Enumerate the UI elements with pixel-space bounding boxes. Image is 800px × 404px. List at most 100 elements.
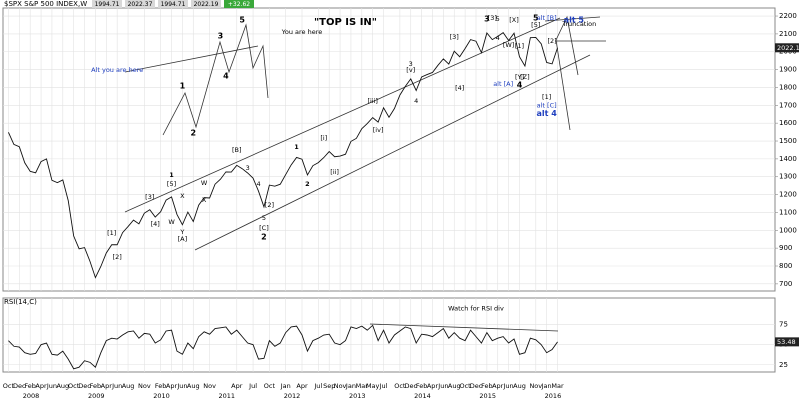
y-tick-label: 1600	[779, 119, 797, 127]
x-tick-label: Jan	[280, 382, 291, 390]
annotation: [5]	[531, 21, 540, 29]
annotation: [4]	[151, 220, 160, 228]
x-year-label: 2009	[88, 392, 105, 400]
y-tick-label: 1500	[779, 137, 797, 145]
rsi-panel	[2, 297, 776, 373]
x-tick-label: Feb	[416, 382, 428, 390]
x-tick-label: Apr	[101, 382, 113, 390]
x-year-label: 2010	[153, 392, 170, 400]
annotation: You are here	[281, 28, 323, 36]
annotation: [Z]	[520, 73, 530, 81]
x-tick-label: Jan	[541, 382, 552, 390]
x-year-label: 2011	[218, 392, 235, 400]
annotation: 5	[239, 15, 245, 24]
annotation: alt [A]	[493, 80, 513, 88]
x-tick-label: Dec	[78, 382, 91, 390]
annotation: [ii]	[330, 168, 339, 176]
annotation: [Y]	[515, 73, 524, 81]
annotation: [1]	[515, 42, 524, 50]
x-year-label: 2008	[23, 392, 40, 400]
stat-value: 2022.19	[194, 1, 219, 8]
x-tick-label: Jun	[176, 382, 187, 390]
x-tick-label: May	[366, 382, 380, 390]
annotation: [X]	[509, 16, 519, 24]
y-tick-label: 900	[779, 244, 792, 252]
header-stats: 1994.71 2022.37 1994.71 2022.19 +32.62	[92, 0, 254, 8]
stat-box	[92, 0, 122, 8]
x-tick-label: Dec	[404, 382, 417, 390]
annotation: [C]	[259, 224, 269, 232]
stat-value: +32.62	[228, 1, 250, 8]
x-year-label: 2012	[284, 392, 301, 400]
annotation: 1	[180, 82, 186, 91]
annotation: 4	[496, 34, 500, 42]
y-tick-label: 800	[779, 262, 792, 270]
annotation: Watch for RSI div	[448, 304, 504, 312]
x-tick-label: Apr	[166, 382, 178, 390]
rsi-last-label: 53.48	[777, 338, 796, 346]
annotation: [i]	[320, 134, 327, 142]
annotation: [v]	[406, 66, 415, 74]
annotation: W	[168, 218, 175, 226]
annotation: 4	[517, 80, 523, 89]
x-tick-label: Dec	[470, 382, 483, 390]
y-tick-label: 1700	[779, 101, 797, 109]
y-tick-label: 1100	[779, 208, 797, 216]
header-symbol: $SPX S&P 500 INDEX,W	[4, 0, 87, 8]
x-tick-label: Aug	[448, 382, 461, 390]
rsi-tick-label: 75	[779, 321, 788, 329]
wave-sketch	[162, 23, 269, 136]
annotation: 3	[484, 15, 490, 24]
x-tick-label: Oct	[68, 382, 80, 390]
annotation: Truncation	[561, 20, 596, 28]
annotation: 5	[533, 13, 539, 22]
annotation: alt 4	[536, 109, 557, 118]
x-tick-label: Feb	[24, 382, 36, 390]
x-tick-label: Aug	[513, 382, 526, 390]
x-tick-label: Apr	[492, 382, 504, 390]
x-tick-label: Feb	[481, 382, 493, 390]
x-tick-label: Jun	[503, 382, 514, 390]
stat-value: 2022.37	[128, 1, 153, 8]
x-tick-label: Feb	[155, 382, 167, 390]
x-tick-label: Feb	[90, 382, 102, 390]
annotation: X	[180, 192, 185, 200]
annotation: 1	[169, 171, 174, 179]
x-tick-label: Aug	[56, 382, 69, 390]
x-tick-label: Nov	[529, 382, 542, 390]
annotation: 3	[246, 164, 250, 172]
x-tick-label: Jul	[379, 382, 388, 390]
annotation: 5	[496, 15, 500, 23]
stat-box	[158, 0, 188, 8]
annotation: [5]	[167, 180, 176, 188]
rsi-title: RSI(14,C)	[4, 298, 37, 306]
x-tick-label: Jun	[111, 382, 122, 390]
x-year-label: 2015	[479, 392, 496, 400]
x-tick-label: Mar	[356, 382, 369, 390]
x-year-label: 2013	[349, 392, 366, 400]
annotation: 3	[218, 32, 224, 41]
annotation: Alt you are here	[91, 66, 143, 74]
channel-lower	[194, 54, 591, 251]
stat-value: 1994.71	[161, 1, 186, 8]
stat-box	[191, 0, 221, 8]
y-tick-label: 1000	[779, 226, 797, 234]
x-year-label: 2016	[545, 392, 562, 400]
channel-upper	[124, 17, 561, 213]
x-tick-label: Apr	[231, 382, 243, 390]
annotation: [1]	[542, 93, 551, 101]
annotation: [2]	[113, 253, 122, 261]
y-tick-label: 1200	[779, 191, 797, 199]
annotation: [3]	[450, 33, 459, 41]
annotation: 2	[190, 128, 196, 137]
y-tick-label: 1400	[779, 155, 797, 163]
x-tick-label: Jul	[313, 382, 322, 390]
projection-alt	[555, 15, 579, 76]
y-tick-label: 700	[779, 280, 792, 288]
x-tick-label: Dec	[13, 382, 26, 390]
marks: 2022.19 53.48 "TOP IS IN"You are here Alt y…	[8, 13, 800, 370]
price-line	[8, 32, 558, 279]
annotation: 4	[414, 97, 418, 105]
y-tick-label: 2200	[779, 12, 797, 20]
